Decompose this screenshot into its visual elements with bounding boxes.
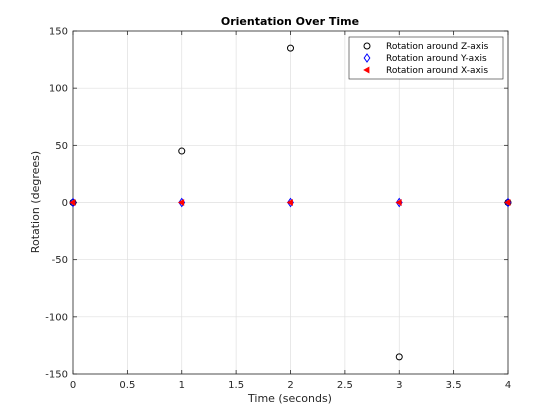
y-tick-label: -150	[45, 370, 68, 381]
y-axis-label: Rotation (degrees)	[29, 151, 42, 253]
legend-marker-z-axis	[363, 42, 371, 50]
data-point-x-axis	[504, 199, 511, 206]
data-marks	[69, 44, 512, 361]
y-tick-label: 100	[49, 84, 68, 95]
y-tick-label: 50	[55, 141, 68, 152]
data-point-z-axis	[287, 44, 294, 52]
x-axis-label: Time (seconds)	[247, 392, 332, 405]
legend-markers	[363, 42, 371, 74]
legend: Rotation around Z-axis Rotation around Y…	[348, 36, 504, 80]
data-point-x-axis	[286, 199, 293, 206]
x-tick-label: 1.5	[228, 380, 244, 391]
x-tick-label: 3	[396, 380, 402, 391]
legend-box	[348, 36, 504, 80]
x-tick-label: 0.5	[119, 380, 135, 391]
data-point-z-axis	[395, 353, 403, 361]
legend-label-x: Rotation around X-axis	[386, 66, 488, 76]
x-tick-label: 3.5	[446, 380, 462, 391]
legend-marker-x-axis	[363, 66, 370, 74]
x-tick-label: 4	[505, 380, 511, 391]
data-point-x-axis	[177, 199, 185, 206]
data-point-z-axis	[178, 147, 186, 155]
x-tick-label: 0	[70, 380, 76, 391]
data-point-x-axis	[69, 199, 76, 206]
y-tick-label: -100	[45, 312, 68, 323]
ticks: 0 0.5 1 1.5 2 2.5 3 3.5 4 -150 -100 -50 0 50 100 150	[45, 27, 511, 392]
x-tick-label: 1	[179, 380, 185, 391]
x-tick-label: 2.5	[337, 380, 353, 391]
legend-marker-y-axis	[363, 53, 371, 63]
y-tick-label: 0	[62, 198, 68, 209]
chart-title: Orientation Over Time	[221, 15, 359, 28]
y-tick-label: -50	[52, 255, 68, 266]
legend-label-y: Rotation around Y-axis	[386, 54, 487, 64]
legend-label-z: Rotation around Z-axis	[386, 42, 489, 52]
y-tick-label: 150	[49, 27, 68, 38]
data-point-x-axis	[395, 199, 402, 206]
x-tick-label: 2	[287, 380, 293, 391]
